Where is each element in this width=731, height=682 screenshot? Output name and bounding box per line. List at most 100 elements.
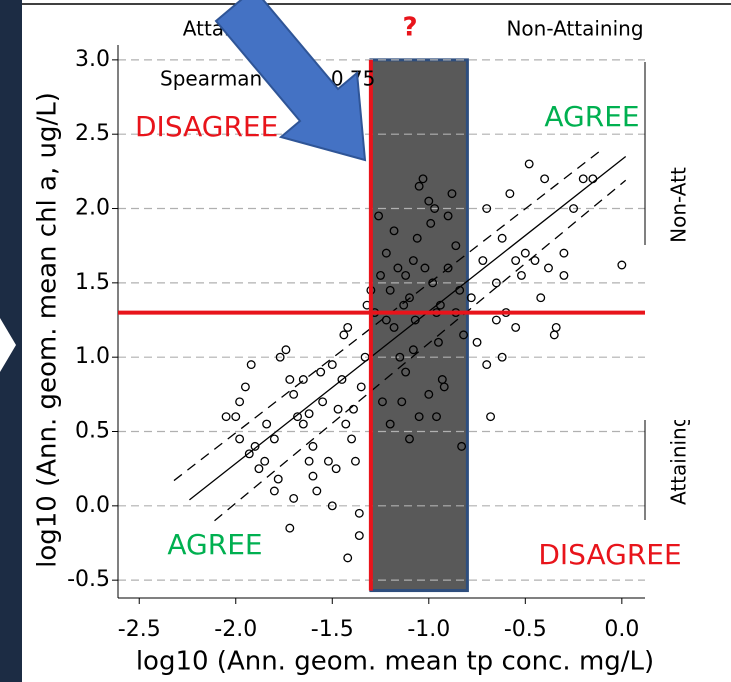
point [451,241,461,251]
x-tick-label: -1.5 [311,617,354,642]
x-tick-label: -1.0 [407,617,450,642]
point [298,375,308,384]
point [405,293,414,303]
point [551,322,561,332]
point [511,256,521,266]
point [486,412,496,422]
point [399,300,409,310]
point [457,441,467,451]
point [339,330,349,340]
point [393,263,403,273]
point [378,397,387,407]
point [397,397,407,407]
header-middle: ? [402,13,417,43]
point [401,270,411,280]
point [408,345,418,355]
point [244,449,254,459]
point [420,263,430,273]
fit-line [189,155,627,501]
quadrant-label: AGREE [167,528,262,561]
highlight-box [369,58,469,593]
fit-line [214,179,627,522]
point [443,211,453,221]
point [260,456,270,466]
point [337,375,347,384]
plot: -0.5 0.0 0.5 1.0 1.5 2.0 2.5 3.0 -2.5 -2.0 -1.5 -1.… [67,45,645,642]
point [250,441,260,451]
point [412,233,422,243]
point [511,322,521,332]
x-tick-label: -0.5 [504,617,547,642]
y-tick-label: 0.0 [75,493,110,518]
point [240,382,250,392]
x-tick-label: -2.0 [214,617,257,642]
x-tick-label: -2.5 [118,617,161,642]
point [482,360,492,370]
point [432,412,441,422]
point [312,486,322,496]
quadrant-label: DISAGREE [135,110,278,143]
point [275,352,285,362]
point [308,471,318,481]
point [544,263,553,273]
point [578,174,588,184]
point [341,419,351,429]
point [549,330,559,340]
point [376,270,385,280]
point [408,256,418,266]
y-axis-label: log10 (Ann. geom. mean chl a, ug/L) [33,92,63,568]
point [559,248,569,258]
point [472,337,482,347]
point [459,330,468,340]
point [588,174,598,184]
point [269,486,279,496]
point [478,256,488,266]
point [318,397,328,407]
point [285,523,295,533]
point [289,493,299,503]
y-tick-label: 3.0 [75,47,110,72]
point [356,382,366,392]
point [559,270,569,280]
point [430,204,440,213]
point [343,322,353,332]
point [385,419,395,429]
side-label: Attaining [667,415,691,505]
y-tick-label: 1.5 [75,270,110,295]
point [520,248,530,258]
point [428,278,438,288]
point [293,412,302,422]
point [262,419,272,429]
point [235,397,245,407]
point [349,404,358,414]
point [327,360,337,370]
point [530,256,540,266]
point [439,382,449,392]
point [285,375,295,384]
y-tick-label: 2.0 [75,196,110,221]
point [347,434,357,444]
point [343,553,353,563]
point [617,260,627,270]
point [254,464,264,474]
point [433,337,443,347]
arrow [214,0,367,162]
point [385,285,395,295]
point [281,345,291,355]
point [316,367,326,377]
point [482,204,492,213]
point [447,189,457,199]
point [246,360,256,370]
point [327,501,337,511]
point [231,412,241,422]
point [424,196,434,206]
point [289,389,299,399]
point [304,409,314,419]
y-tick-label: -0.5 [67,567,110,592]
point [304,456,314,466]
point [424,389,434,399]
point [410,315,420,325]
fit-line [173,150,601,482]
point [350,456,360,466]
